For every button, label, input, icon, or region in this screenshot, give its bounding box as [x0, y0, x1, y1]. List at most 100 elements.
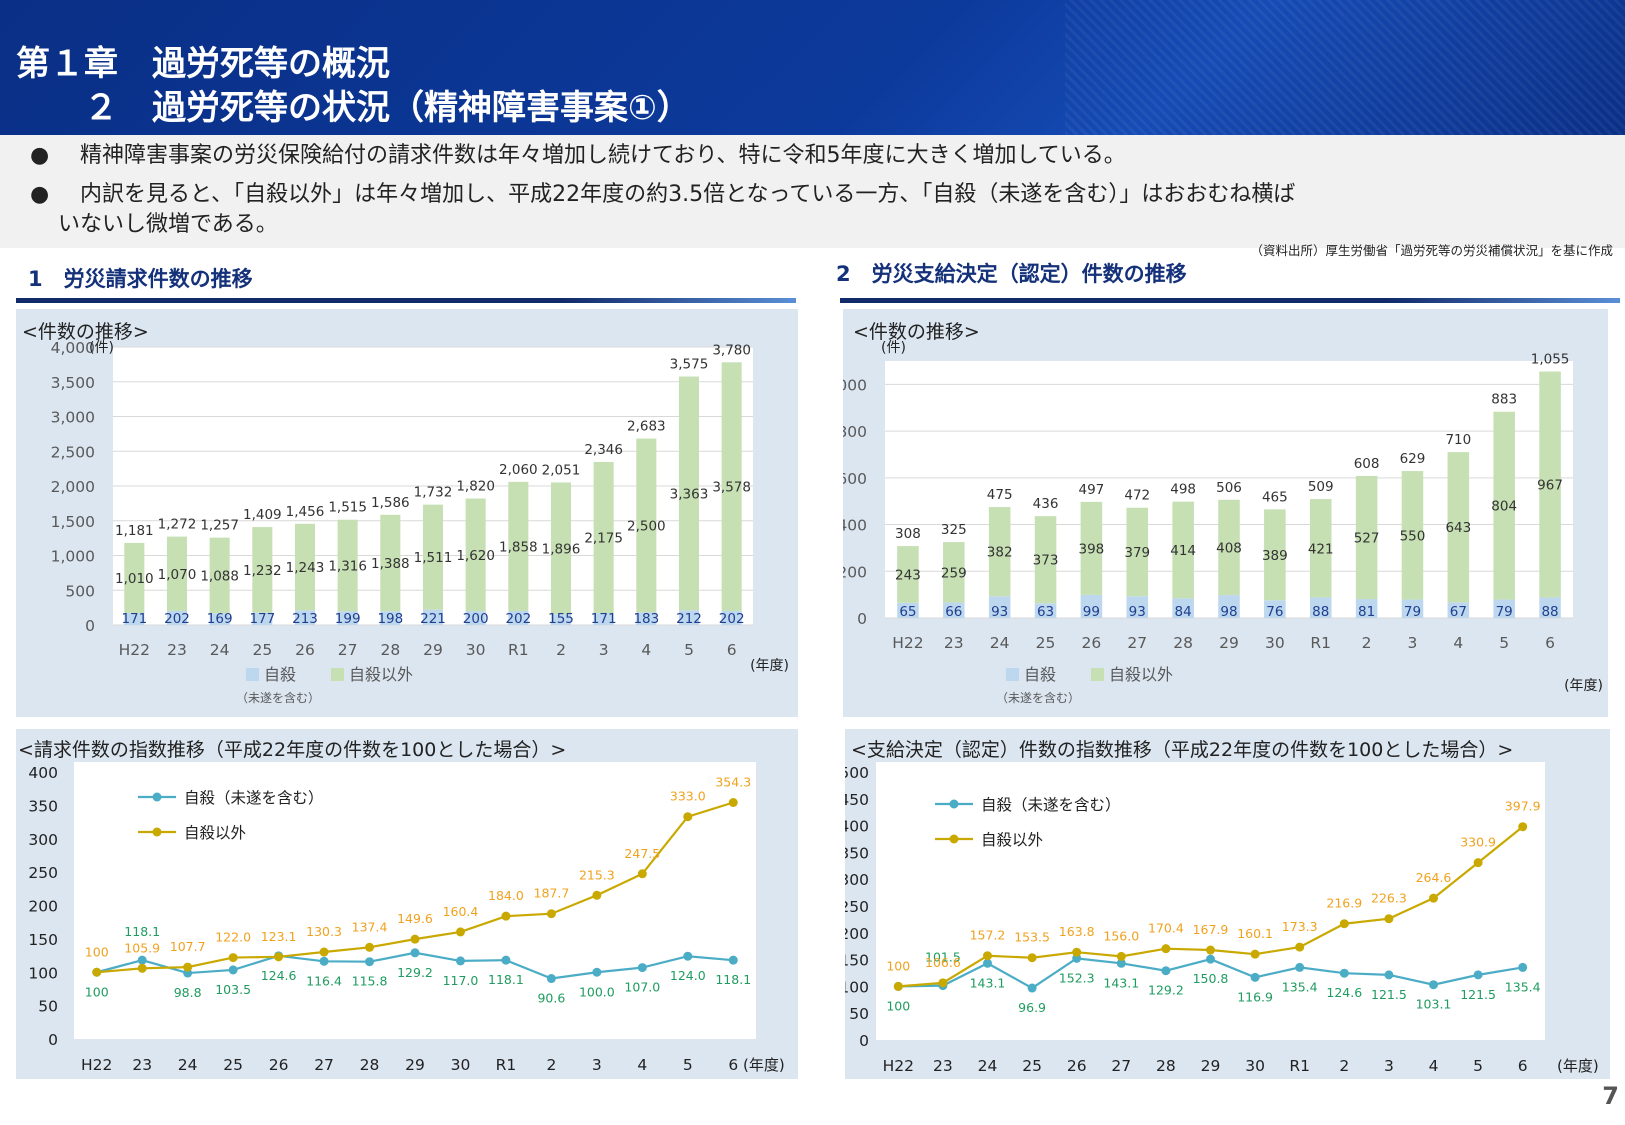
label-non-suicide-index: 157.2: [970, 928, 1006, 943]
point-non-suicide: [1473, 858, 1483, 868]
bar-suicide: [897, 602, 919, 618]
point-non-suicide: [1206, 945, 1215, 955]
x-tick-label: 4: [1453, 634, 1463, 652]
bar-suicide: [124, 613, 145, 625]
label-non-suicide: 1,896: [542, 541, 581, 557]
label-non-suicide: 2,500: [627, 518, 666, 534]
bar-suicide: [1401, 599, 1424, 618]
x-tick-label: 6: [727, 641, 737, 659]
x-tick-label: 25: [1036, 634, 1056, 652]
bar-suicide: [252, 612, 273, 625]
bar-non-suicide: [550, 482, 572, 615]
y-tick-label: 400: [843, 517, 867, 535]
bar-non-suicide: [1034, 516, 1057, 604]
label-non-suicide: 1,511: [414, 550, 453, 566]
point-suicide: [1072, 953, 1082, 963]
label-suicide-index: 107.0: [624, 980, 660, 995]
claims-index-panel: <請求件数の指数推移（平成22年度の件数を100とした場合）> 0 50 100 15…: [16, 729, 798, 1079]
source-note: （資料出所）厚生労働省「過労死等の労災補償状況」を基に作成: [1250, 243, 1613, 258]
point-non-suicide: [137, 963, 147, 973]
y-tick-label: 250: [28, 864, 58, 882]
x-tick-label: 3: [592, 1056, 602, 1074]
label-suicide-index: 143.1: [1103, 975, 1139, 990]
x-tick-label: 4: [637, 1056, 647, 1074]
label-non-suicide-index: 106.6: [925, 955, 961, 970]
label-suicide: 79: [1404, 604, 1421, 620]
label-suicide: 79: [1496, 604, 1513, 620]
label-non-suicide: 3,363: [670, 486, 709, 502]
label-total: 1,181: [115, 523, 154, 539]
label-suicide-index: 150.8: [1193, 971, 1229, 986]
x-tick-label: 26: [295, 641, 315, 659]
point-suicide: [228, 965, 238, 975]
legend-label-non-suicide: 自殺以外: [981, 831, 1043, 849]
bar-suicide: [1034, 603, 1057, 618]
label-suicide-index: 98.8: [174, 985, 202, 1000]
point-suicide: [1250, 972, 1260, 982]
label-suicide: 88: [1312, 604, 1329, 620]
label-non-suicide: 1,232: [243, 563, 282, 579]
bar-non-suicide: [1309, 499, 1332, 598]
label-non-suicide: 1,858: [499, 539, 538, 555]
bar-non-suicide: [422, 504, 444, 610]
y-tick-label: 3,500: [51, 374, 95, 392]
header-decoration: [1065, 0, 1625, 135]
label-non-suicide-index: 226.3: [1371, 891, 1407, 906]
x-tick-label: 6: [1518, 1057, 1528, 1075]
x-tick-label: 25: [252, 641, 272, 659]
label-suicide: 99: [1083, 604, 1100, 620]
point-suicide: [1339, 968, 1349, 978]
y-tick-label: 1,000: [51, 548, 95, 566]
point-non-suicide: [1161, 944, 1171, 954]
y-tick-label: 450: [845, 791, 869, 809]
label-suicide-index: 118.1: [488, 972, 524, 987]
x-tick-label: 24: [978, 1057, 998, 1075]
section2-title: 2 労災支給決定（認定）件数の推移: [836, 262, 1187, 286]
section2-underline: [840, 298, 1620, 303]
label-non-suicide: 550: [1400, 528, 1426, 544]
y-tick-label: 350: [845, 844, 869, 862]
label-non-suicide-index: 160.4: [443, 904, 479, 919]
x-tick-label: 25: [1022, 1057, 1042, 1075]
label-non-suicide: 967: [1537, 477, 1563, 493]
bar-suicide: [550, 614, 572, 625]
label-non-suicide-index: 173.3: [1282, 919, 1318, 934]
point-suicide: [137, 955, 147, 965]
y-tick-label: 200: [845, 925, 869, 943]
bar-non-suicide: [252, 527, 273, 613]
legend-swatch-non-suicide: [1091, 668, 1104, 681]
x-axis-label: (年度): [750, 658, 789, 674]
x-tick-label: 27: [1127, 634, 1147, 652]
legend-marker-non-suicide: [152, 827, 162, 837]
point-non-suicide: [1072, 947, 1082, 957]
label-total: 1,515: [328, 500, 367, 516]
legend-swatch-non-suicide: [331, 668, 344, 681]
label-non-suicide: 1,070: [158, 567, 197, 583]
label-total: 3,575: [670, 357, 709, 373]
point-non-suicide: [365, 942, 375, 952]
point-suicide: [1384, 970, 1394, 980]
label-total: 436: [1033, 496, 1059, 512]
bar-suicide: [209, 613, 230, 625]
point-suicide: [983, 958, 992, 968]
label-total: 1,409: [243, 507, 282, 523]
x-tick-label: 29: [1201, 1057, 1221, 1075]
point-suicide: [592, 967, 602, 977]
x-tick-label: 23: [167, 641, 187, 659]
label-suicide-index: 124.6: [1326, 985, 1362, 1000]
y-tick-label: 2,500: [51, 443, 95, 461]
bar-non-suicide: [337, 519, 358, 612]
point-non-suicide: [1116, 951, 1126, 961]
label-suicide-index: 118.1: [124, 924, 160, 939]
label-non-suicide: 1,620: [456, 548, 495, 564]
bar-non-suicide: [1355, 475, 1378, 600]
bar-non-suicide: [1264, 509, 1286, 601]
point-non-suicide: [1339, 919, 1349, 929]
point-suicide: [1027, 983, 1037, 993]
bar-suicide: [1080, 594, 1103, 618]
label-suicide: 81: [1358, 604, 1375, 620]
label-non-suicide-index: 153.5: [1014, 930, 1050, 945]
label-total: 608: [1354, 456, 1380, 472]
x-tick-label: 23: [944, 634, 964, 652]
section1-title: 1 労災請求件数の推移: [28, 267, 253, 291]
